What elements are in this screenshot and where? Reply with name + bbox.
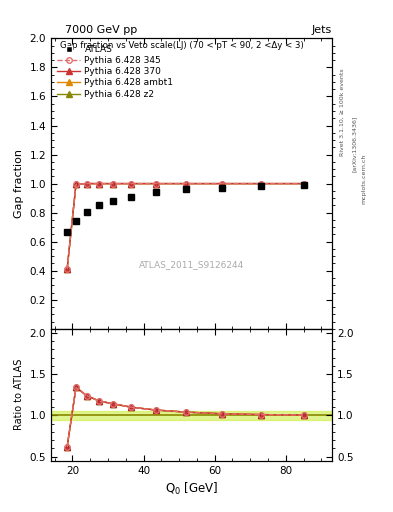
Text: mcplots.cern.ch: mcplots.cern.ch [362,154,367,204]
Text: Rivet 3.1.10, ≥ 100k events: Rivet 3.1.10, ≥ 100k events [340,69,345,157]
Text: ATLAS_2011_S9126244: ATLAS_2011_S9126244 [139,261,244,269]
Bar [51,411,332,419]
Text: Gap fraction vs Veto scale(LJ) (70 < pT < 90, 2 <Δy < 3): Gap fraction vs Veto scale(LJ) (70 < pT … [59,41,303,50]
X-axis label: Q$_0$ [GeV]: Q$_0$ [GeV] [165,481,218,497]
Text: [arXiv:1306.3436]: [arXiv:1306.3436] [352,115,357,172]
Text: 7000 GeV pp: 7000 GeV pp [65,25,137,35]
Text: Jets: Jets [312,25,332,35]
Y-axis label: Gap fraction: Gap fraction [14,149,24,218]
Y-axis label: Ratio to ATLAS: Ratio to ATLAS [14,359,24,431]
Legend: ATLAS, Pythia 6.428 345, Pythia 6.428 370, Pythia 6.428 ambt1, Pythia 6.428 z2: ATLAS, Pythia 6.428 345, Pythia 6.428 37… [55,43,175,100]
